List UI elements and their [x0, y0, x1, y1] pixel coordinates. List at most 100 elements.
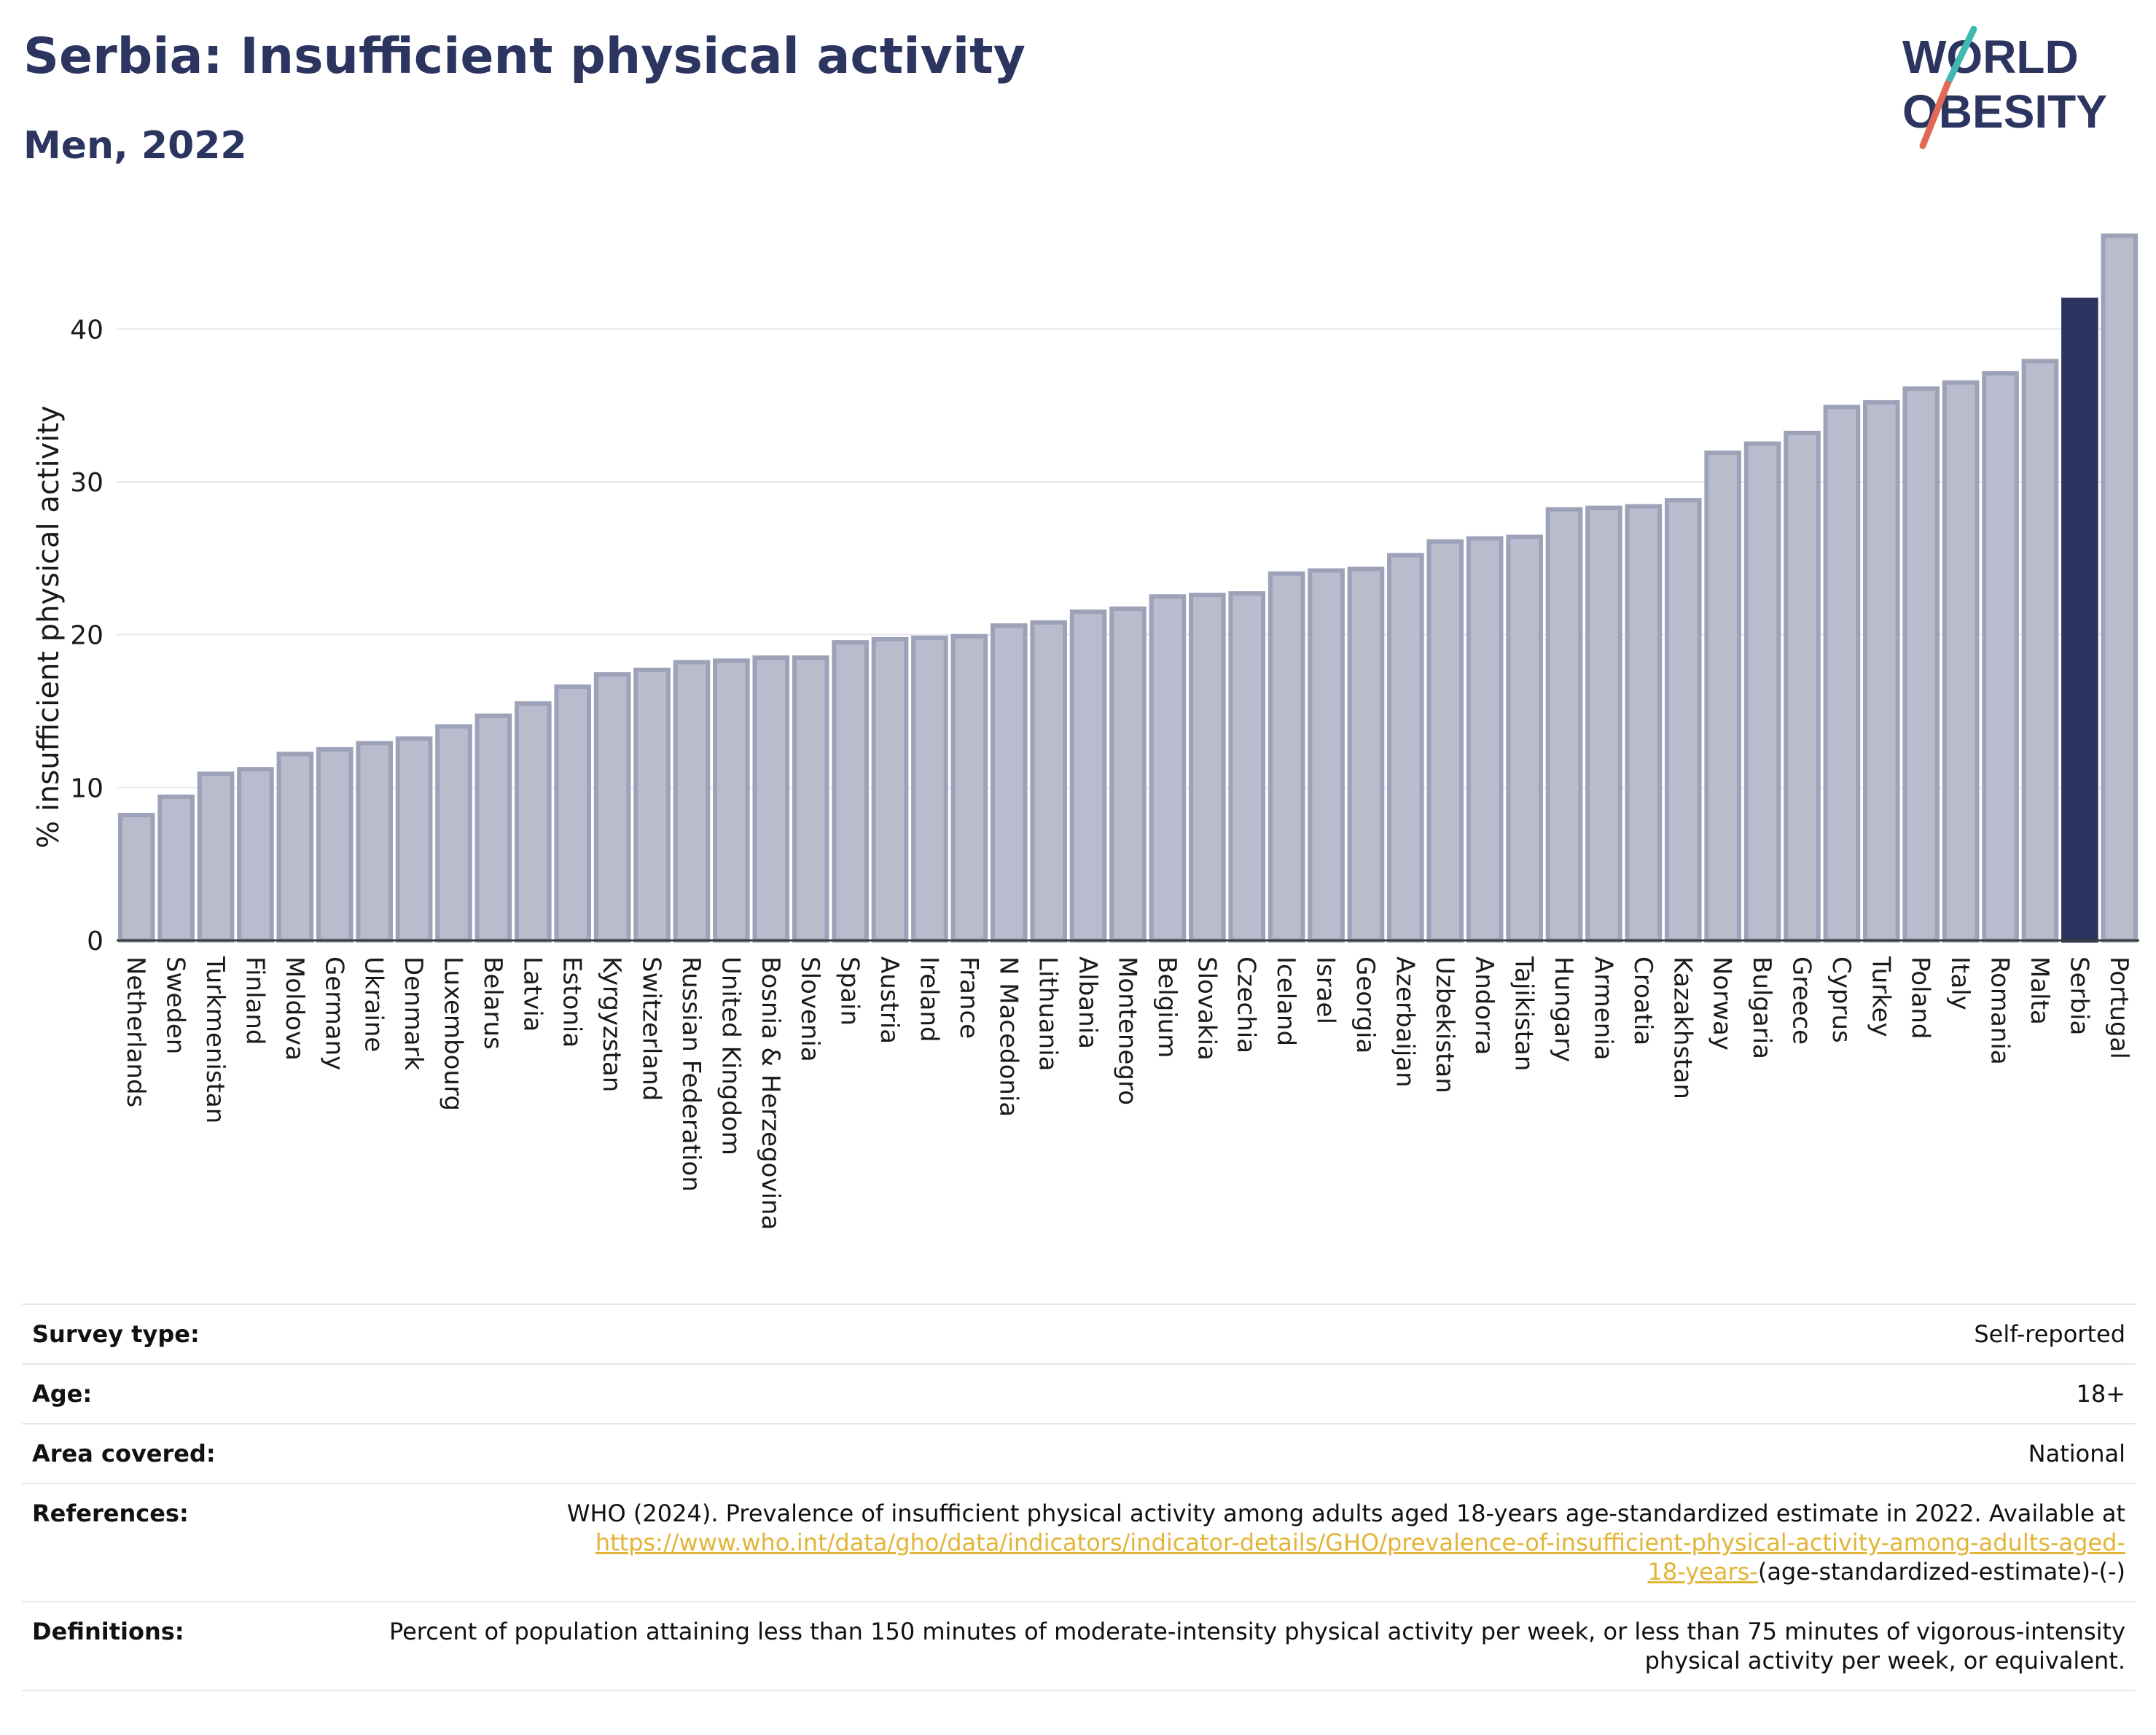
bar-israel [1308, 568, 1345, 943]
x-tick-label: Norway [1708, 956, 1737, 1050]
bar-moldova [276, 752, 314, 943]
bar-austria [871, 636, 909, 943]
x-tick-label: Albania [1073, 956, 1102, 1049]
bar-estonia [554, 684, 592, 943]
info-row-definitions: Definitions: Percent of population attai… [22, 1601, 2136, 1691]
x-tick-label: Lithuania [1034, 956, 1063, 1071]
x-tick-label: Georgia [1351, 956, 1380, 1053]
x-tick-label: Turkey [1866, 956, 1895, 1037]
bar-portugal [2101, 233, 2139, 943]
x-tick-label: Romania [1985, 956, 2015, 1065]
bar-germany [316, 746, 354, 943]
x-tick-label: Kazakhstan [1668, 956, 1697, 1099]
x-tick-label: Azerbaijan [1390, 956, 1419, 1088]
x-tick-label: Serbia [2064, 956, 2093, 1035]
bar-turkey [1863, 399, 1900, 943]
bar-turkmenistan [197, 771, 235, 943]
bar-russian-federation [673, 660, 711, 943]
info-row-age: Age: 18+ [22, 1363, 2136, 1424]
references-label: References: [22, 1483, 348, 1602]
references-text: WHO (2024). Prevalence of insufficient p… [566, 1500, 2125, 1527]
bar-azerbaijan [1387, 553, 1424, 943]
bar-ireland [911, 635, 948, 943]
bar-united-kingdom [713, 658, 750, 943]
x-tick-label: Bulgaria [1747, 956, 1776, 1059]
y-tick-label: 30 [70, 468, 103, 498]
bar-bulgaria [1743, 441, 1781, 943]
info-row-area: Area covered: National [22, 1423, 2136, 1483]
x-tick-label: Ukraine [359, 956, 388, 1052]
bar-kyrgyzstan [593, 672, 631, 943]
area-label: Area covered: [22, 1423, 348, 1483]
survey-type-value: Self-reported [348, 1303, 2136, 1364]
bar-lithuania [1030, 620, 1067, 943]
bar-belarus [474, 713, 512, 943]
logo-slash-teal [1944, 26, 1977, 87]
references-value: WHO (2024). Prevalence of insufficient p… [348, 1483, 2136, 1602]
x-axis-ticks: Netherlands Sweden Turkmenistan Finland Mold… [121, 956, 2133, 1230]
bar-luxembourg [435, 724, 472, 943]
x-tick-label: Austria [875, 956, 904, 1044]
x-tick-label: Netherlands [121, 956, 150, 1107]
bar-switzerland [633, 667, 671, 943]
bar-georgia [1347, 566, 1385, 943]
bar-kazakhstan [1664, 498, 1702, 943]
bar-slovakia [1189, 593, 1226, 943]
y-tick-label: 20 [70, 621, 103, 651]
bar-n-macedonia [990, 623, 1028, 943]
x-tick-label: Germany [319, 956, 348, 1070]
x-tick-label: Tajikistan [1509, 956, 1539, 1071]
x-tick-label: Sweden [161, 956, 190, 1054]
bar-belgium [1149, 594, 1187, 943]
x-tick-label: United Kingdom [716, 956, 745, 1155]
x-tick-label: Estonia [558, 956, 587, 1048]
bar-iceland [1268, 571, 1305, 943]
survey-type-label: Survey type: [22, 1303, 348, 1364]
x-tick-label: Greece [1787, 956, 1816, 1045]
area-value: National [348, 1423, 2136, 1483]
x-tick-label: Uzbekistan [1430, 956, 1459, 1093]
y-axis-label: % insufficient physical activity [32, 405, 66, 849]
y-tick-label: 40 [70, 315, 103, 345]
chart-subtitle: Men, 2022 [23, 124, 247, 168]
references-link[interactable]: https://www.who.int/data/gho/data/indica… [595, 1529, 2125, 1556]
y-tick-label: 10 [70, 773, 103, 803]
bar-netherlands [117, 813, 155, 943]
bar-montenegro [1109, 607, 1147, 943]
bar-chart: 0 10 20 30 40 Netherlands Sweden Turkmenistan F… [32, 233, 2139, 1230]
bar-france [950, 633, 988, 943]
x-tick-label: Russian Federation [676, 956, 706, 1192]
x-tick-label: Andorra [1469, 956, 1499, 1055]
x-tick-label: Slovenia [795, 956, 824, 1062]
logo-line-1: WORLD [1902, 31, 2079, 83]
bar-denmark [395, 736, 433, 943]
bar-malta [2021, 359, 2059, 943]
x-tick-label: Turkmenistan [200, 956, 230, 1123]
y-tick-label: 0 [87, 927, 103, 956]
age-value: 18+ [348, 1363, 2136, 1424]
bar-greece [1784, 430, 1821, 943]
x-tick-label: Kyrgyzstan [597, 956, 626, 1092]
bar-serbia [2061, 297, 2098, 943]
bar-romania [1982, 371, 2019, 943]
references-link-continued[interactable]: 18-years- [1647, 1558, 1758, 1586]
bar-armenia [1585, 505, 1622, 943]
x-tick-label: Portugal [2104, 956, 2133, 1059]
x-tick-label: Iceland [1271, 956, 1300, 1046]
x-tick-label: Cyprus [1827, 956, 1856, 1043]
info-row-survey-type: Survey type: Self-reported [22, 1303, 2136, 1364]
bar-croatia [1625, 504, 1663, 943]
bar-cyprus [1823, 405, 1861, 943]
bar-norway [1704, 451, 1741, 943]
bar-ukraine [356, 741, 393, 943]
info-table: Survey type: Self-reported Age: 18+ Area… [22, 1303, 2136, 1691]
age-label: Age: [22, 1363, 348, 1424]
bar-bosnia-herzegovina [752, 655, 790, 943]
bar-andorra [1466, 536, 1504, 943]
x-tick-label: Slovakia [1192, 956, 1221, 1061]
x-tick-label: Croatia [1628, 956, 1657, 1045]
bar-finland [237, 767, 274, 943]
logo-slash-coral [1919, 80, 1951, 149]
x-tick-label: Ireland [914, 956, 943, 1042]
x-tick-label: Israel [1311, 956, 1340, 1024]
